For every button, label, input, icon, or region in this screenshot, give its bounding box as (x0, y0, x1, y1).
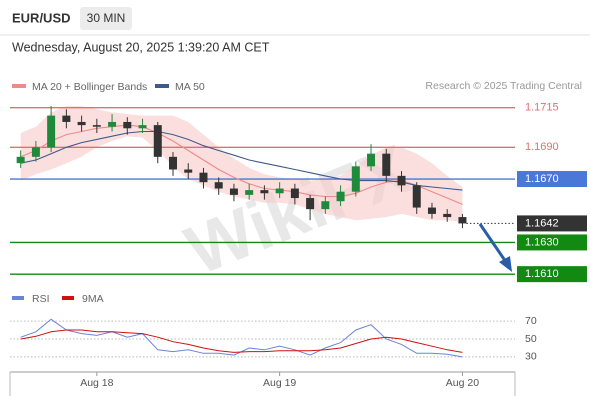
candle-body (290, 188, 299, 199)
moving-average (20, 124, 463, 205)
candle-body (153, 125, 162, 157)
legend-swatch (12, 84, 26, 88)
forecast-arrowhead (499, 256, 512, 272)
candle-body (458, 217, 467, 224)
candle-body (306, 198, 315, 210)
candle-body (16, 156, 25, 164)
rsi-panel: RSI 9MA 70 50 30 Aug 18 Aug 19 Aug 20 (9, 293, 537, 396)
timestamp: Wednesday, August 20, 2025 1:39:20 AM CE… (12, 40, 270, 54)
candle-body (367, 153, 376, 167)
candle-body (260, 190, 269, 194)
level-label: 1.1690 (525, 141, 559, 153)
forecast-arrow (478, 223, 508, 263)
legend-swatch (155, 84, 169, 88)
candle-body (397, 175, 406, 186)
legend-label: MA 50 (175, 81, 205, 93)
moving-average (20, 130, 463, 191)
x-tick-label: Aug 18 (80, 377, 113, 389)
x-tick-label: Aug 19 (263, 377, 296, 389)
timeframe-box (80, 7, 132, 30)
legend-label: 9MA (82, 293, 104, 305)
candle-body (321, 201, 330, 210)
candle-body (123, 121, 132, 129)
level-label-box (517, 171, 587, 188)
candle-body (443, 213, 452, 218)
candle-body (77, 121, 86, 126)
candle-body (382, 153, 391, 176)
candle-body (427, 207, 436, 214)
candle-body (184, 169, 193, 173)
level-label-box (517, 266, 587, 283)
candle-body (62, 115, 71, 122)
level-label: 1.1610 (525, 268, 559, 280)
candle-body (31, 147, 40, 157)
candle-body (138, 125, 147, 129)
source: Research © 2025 Trading Central (425, 80, 582, 92)
legend-swatch (12, 296, 24, 300)
candle-body (275, 188, 284, 194)
candle-body (199, 172, 208, 183)
level-label: 1.1642 (525, 217, 559, 229)
candle-body (169, 156, 178, 170)
level-label: 1.1715 (525, 102, 559, 114)
level-label: 1.1630 (525, 236, 559, 248)
candle-body (245, 190, 254, 195)
rsi-line (20, 329, 463, 353)
candle-body (412, 185, 421, 208)
rsi-tick-label: 70 (525, 315, 537, 327)
legend-swatch (62, 296, 74, 300)
bollinger-band (20, 106, 463, 222)
legend-label: RSI (32, 293, 50, 305)
rsi-tick-label: 50 (525, 333, 537, 345)
candle-body (47, 115, 56, 148)
legend-label: MA 20 + Bollinger Bands (32, 81, 147, 93)
timeframe: 30 MIN (87, 11, 126, 25)
x-tick-label: Aug 20 (446, 377, 479, 389)
candle-body (108, 121, 117, 127)
rsi-tick-label: 30 (525, 351, 537, 363)
candle-body (214, 182, 223, 189)
symbol: EUR/USD (12, 10, 71, 25)
candle-body (92, 125, 101, 127)
candle-body (351, 166, 360, 192)
level-label: 1.1670 (525, 173, 559, 185)
level-label-box (517, 215, 587, 232)
candle-body (336, 191, 345, 202)
level-label-box (517, 234, 587, 251)
candle-body (229, 188, 238, 195)
